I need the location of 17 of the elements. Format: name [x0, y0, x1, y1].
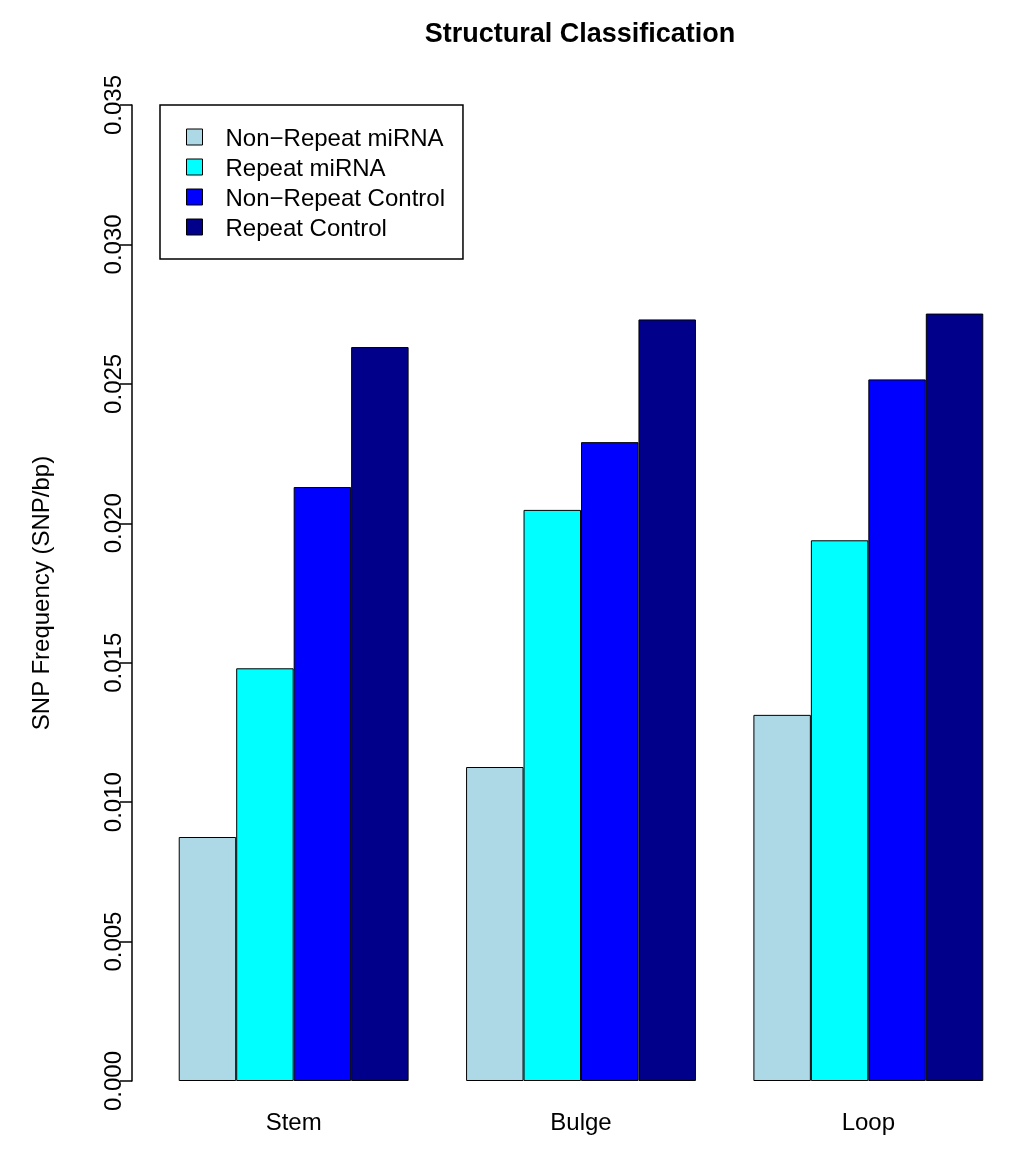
x-tick-label: Loop — [841, 1107, 896, 1135]
legend-label: Non−Repeat miRNA — [225, 123, 444, 151]
y-tick-label: 0.010 — [98, 772, 126, 833]
y-tick-label: 0.000 — [98, 1050, 126, 1112]
y-axis-title: SNP Frequency (SNP/bp) — [26, 455, 54, 731]
y-tick-label: 0.030 — [98, 214, 126, 275]
legend-label: Repeat miRNA — [225, 153, 386, 181]
chart-title: Structural Classification — [424, 17, 736, 48]
legend-label: Repeat Control — [225, 213, 387, 241]
y-tick-label: 0.035 — [98, 74, 126, 136]
y-tick-label: 0.025 — [98, 353, 126, 414]
x-tick-label: Stem — [265, 1107, 322, 1135]
y-tick-label: 0.020 — [98, 493, 126, 554]
x-tick-label: Bulge — [550, 1107, 612, 1135]
y-tick-label: 0.015 — [98, 632, 126, 693]
legend-label: Non−Repeat Control — [225, 183, 445, 211]
y-tick-label: 0.005 — [98, 911, 126, 972]
